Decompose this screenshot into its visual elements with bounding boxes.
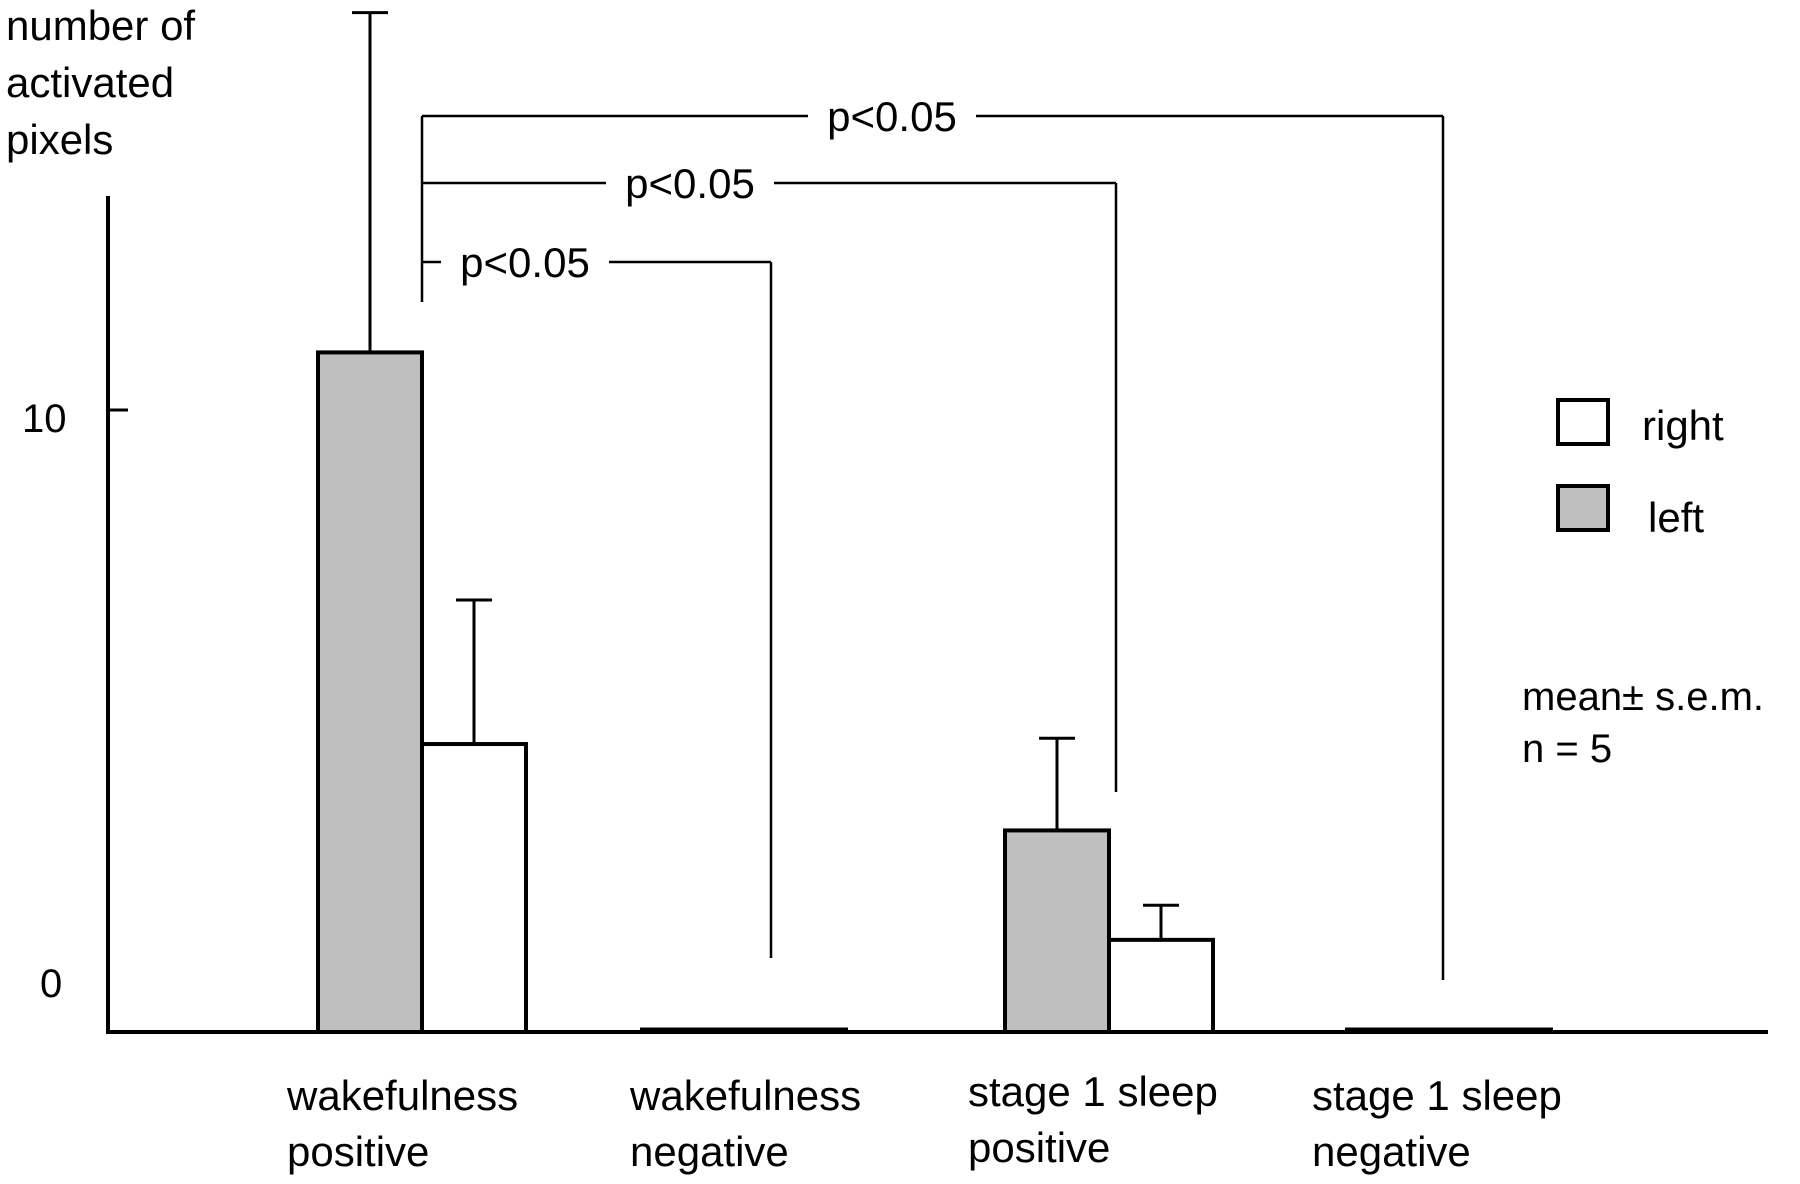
bar-right-3 <box>1107 937 1215 1035</box>
bar-group <box>316 11 1553 1035</box>
category-label-4-line-2: negative <box>1312 1128 1471 1175</box>
category-label-1-line-1: wakefulness <box>286 1072 518 1119</box>
significance-label-2: p<0.05 <box>625 160 755 207</box>
y-axis-label-line-1: number of <box>6 2 195 49</box>
significance-label-3: p<0.05 <box>460 239 590 286</box>
category-label-1-line-2: positive <box>287 1128 429 1175</box>
category-label-2-line-1: wakefulness <box>629 1072 861 1119</box>
stats-note-line-1: mean± s.e.m. <box>1522 675 1764 719</box>
category-label-2-line-2: negative <box>630 1128 789 1175</box>
category-label-3-line-1: stage 1 sleep <box>968 1068 1218 1115</box>
category-label-4-line-1: stage 1 sleep <box>1312 1072 1562 1119</box>
legend-label-left: left <box>1648 494 1704 541</box>
significance-brackets: p<0.05 p<0.05 p<0.05 <box>420 93 1445 980</box>
stats-note-line-2: n = 5 <box>1522 727 1612 771</box>
legend-swatch-right <box>1556 398 1610 446</box>
category-label-3-line-2: positive <box>968 1124 1110 1171</box>
bar-left-1 <box>316 350 424 1034</box>
y-axis-label-line-2: activated <box>6 59 174 106</box>
bar-left-3 <box>1003 828 1111 1034</box>
y-tick-label-0: 0 <box>40 962 62 1006</box>
legend: right left <box>1556 398 1724 541</box>
legend-swatch-left <box>1556 484 1610 532</box>
y-axis-label-line-3: pixels <box>6 116 113 163</box>
bar-right-1 <box>420 742 528 1034</box>
significance-label-1: p<0.05 <box>827 93 957 140</box>
legend-label-right: right <box>1642 402 1724 449</box>
y-tick-label-10: 10 <box>22 397 67 441</box>
